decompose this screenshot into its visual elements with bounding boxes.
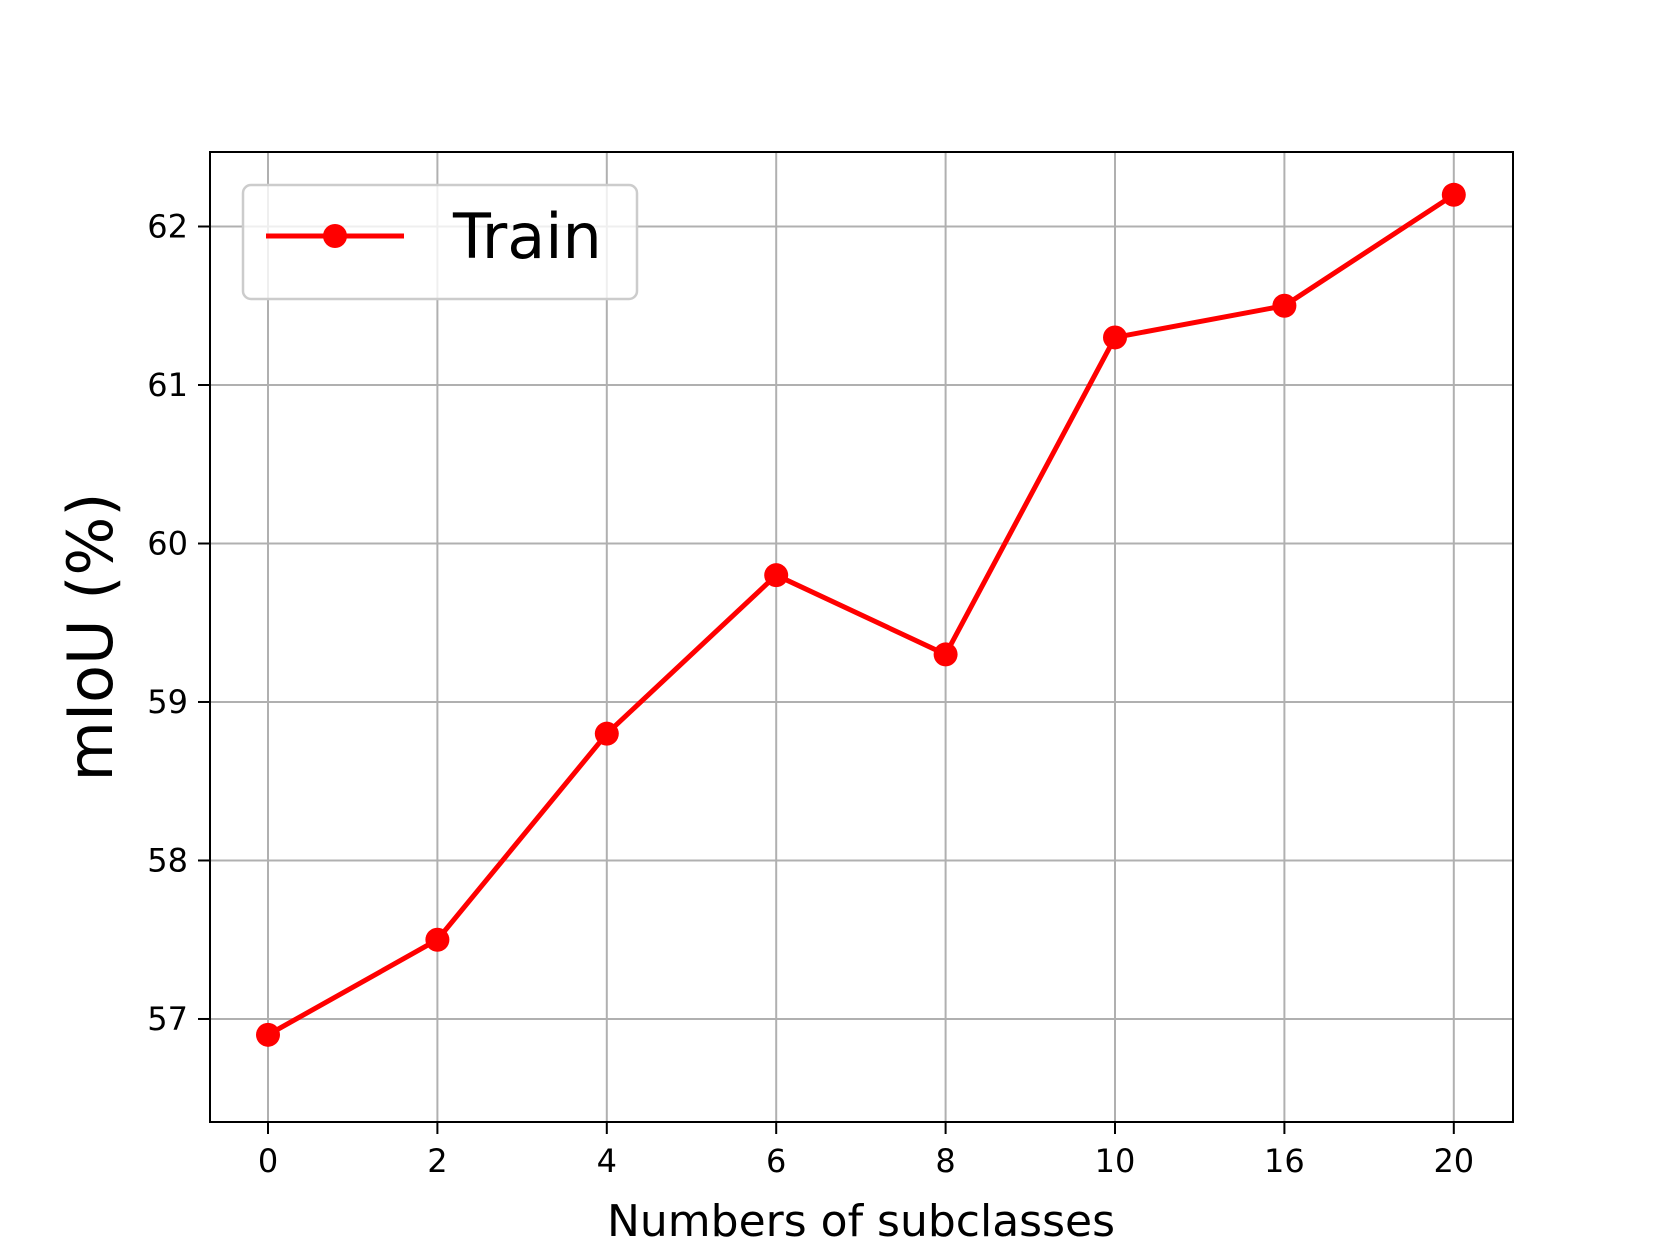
data-point xyxy=(1103,325,1127,350)
series-line-train xyxy=(266,192,1456,1038)
x-tick-label: 20 xyxy=(1433,1142,1474,1180)
grid-lines xyxy=(210,152,1513,1122)
x-tick-label: 4 xyxy=(597,1142,617,1180)
y-tick-label: 62 xyxy=(147,207,188,245)
y-tick-label: 60 xyxy=(147,524,188,562)
y-axis-title: mIoU (%) xyxy=(54,493,127,782)
y-tick-label: 61 xyxy=(147,366,188,404)
y-tick-label: 58 xyxy=(147,841,188,879)
x-axis-ticks: 0 2 4 6 8 10 16 20 xyxy=(258,1122,1474,1180)
data-point xyxy=(256,1022,280,1047)
y-tick-label: 59 xyxy=(147,683,188,721)
legend: Train xyxy=(241,183,639,301)
legend-label-train: Train xyxy=(452,200,602,273)
data-point xyxy=(425,927,450,952)
legend-frame xyxy=(241,183,639,301)
data-point xyxy=(933,642,958,667)
x-tick-label: 8 xyxy=(935,1142,955,1180)
plot-frame xyxy=(209,151,1514,1123)
x-tick-label: 0 xyxy=(258,1142,278,1180)
x-tick-label: 10 xyxy=(1095,1142,1136,1180)
data-point xyxy=(594,721,619,746)
y-tick-label: 57 xyxy=(147,1000,188,1038)
data-point xyxy=(1441,182,1466,207)
x-axis-title: Numbers of subclasses xyxy=(607,1196,1115,1245)
data-point xyxy=(1272,293,1297,318)
legend-marker-sample xyxy=(323,224,347,248)
series-train xyxy=(256,182,1466,1047)
x-tick-label: 16 xyxy=(1264,1142,1305,1180)
x-tick-label: 2 xyxy=(427,1142,447,1180)
data-point xyxy=(764,563,789,588)
y-axis-ticks: 57 58 59 60 61 62 xyxy=(147,207,210,1038)
x-tick-label: 6 xyxy=(766,1142,786,1180)
